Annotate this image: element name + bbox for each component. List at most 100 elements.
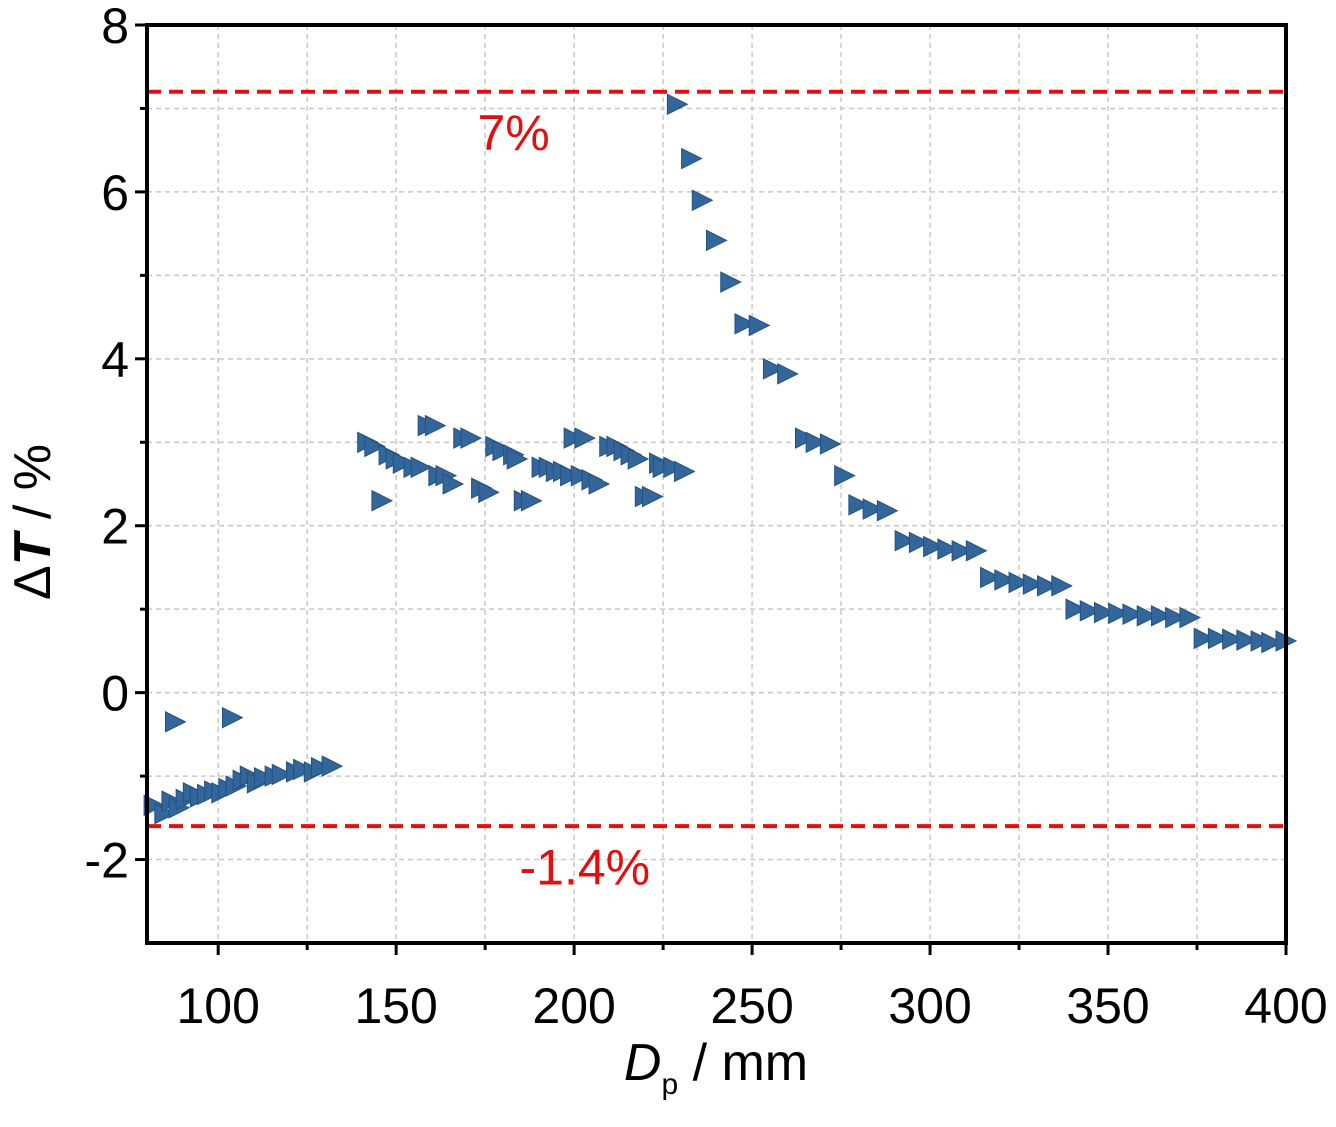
data-point [143, 794, 166, 817]
data-point [1079, 600, 1102, 622]
plot-frame [145, 23, 1288, 945]
data-point [1051, 575, 1073, 597]
data-point [492, 439, 515, 462]
data-point [1222, 628, 1244, 651]
data-point [164, 711, 187, 733]
data-point [1236, 629, 1258, 651]
data-point [819, 433, 842, 455]
y-axis-title: ΔT / % [4, 444, 62, 600]
data-point [1165, 606, 1187, 629]
data-point [720, 271, 742, 293]
data-point [673, 460, 696, 483]
reference-line-label: 7% [477, 105, 549, 161]
data-point [563, 427, 586, 449]
y-tick-label: 4 [101, 332, 129, 388]
y-tick-label: -2 [85, 833, 129, 889]
data-point [1261, 631, 1283, 654]
data-point [691, 189, 714, 212]
data-points [143, 93, 1298, 825]
data-point [908, 531, 931, 554]
data-point [706, 229, 728, 252]
x-axis-title-subscript: p [661, 1068, 678, 1101]
data-point [1250, 630, 1273, 652]
data-point [994, 569, 1016, 591]
axis-ticks [135, 23, 1288, 955]
y-axis-title-delta: Δ [4, 565, 62, 600]
x-tick-label: 150 [354, 978, 437, 1034]
tick-labels: 100 150 200 250 300 350 400 -2 0 2 4 6 8 [85, 0, 1328, 1034]
data-point [1065, 598, 1088, 620]
data-point [834, 464, 856, 487]
data-point [574, 427, 596, 449]
data-point [1193, 627, 1216, 650]
reference-line-label: -1.4% [519, 840, 650, 896]
x-tick-label: 250 [710, 978, 793, 1034]
data-point [980, 566, 1002, 589]
data-point [478, 481, 500, 504]
x-tick-label: 300 [888, 978, 971, 1034]
data-point [364, 435, 386, 458]
y-tick-label: 6 [101, 165, 129, 221]
data-point [1022, 573, 1045, 595]
data-point [627, 448, 650, 470]
y-tick-label: 2 [101, 499, 129, 555]
data-point [652, 456, 675, 479]
data-point [221, 706, 244, 729]
data-point [923, 535, 945, 558]
data-point [876, 499, 899, 522]
data-point [965, 539, 988, 562]
y-tick-label: 8 [101, 0, 129, 54]
data-point [805, 431, 828, 454]
data-point [1093, 601, 1116, 624]
data-point [1136, 605, 1159, 627]
data-point [937, 538, 959, 560]
data-point [570, 464, 593, 487]
data-point [666, 93, 689, 116]
data-point [762, 358, 785, 380]
data-point [310, 756, 333, 779]
x-tick-label: 100 [176, 978, 259, 1034]
data-point [560, 464, 582, 487]
data-point [641, 485, 664, 508]
x-tick-label: 400 [1244, 978, 1327, 1034]
data-point [1150, 605, 1173, 627]
y-axis-title-units: / % [4, 444, 62, 534]
data-point [1179, 606, 1202, 629]
data-point [1207, 627, 1230, 650]
x-axis-title-main: D [624, 1034, 662, 1092]
data-point [663, 456, 685, 479]
y-axis-title-variable: T [4, 529, 62, 565]
data-point [293, 758, 315, 781]
data-point [734, 312, 757, 335]
x-axis-title-units: / mm [678, 1034, 808, 1092]
x-tick-label: 200 [532, 978, 615, 1034]
data-point [392, 452, 415, 474]
data-point [424, 414, 447, 437]
x-tick-label: 350 [1066, 978, 1149, 1034]
data-point [848, 494, 870, 516]
y-tick-label: 0 [101, 666, 129, 722]
data-point [862, 498, 885, 520]
data-point [951, 539, 974, 562]
data-point [681, 147, 703, 170]
data-point [442, 473, 465, 495]
data-point [794, 427, 817, 449]
data-point [777, 363, 799, 385]
grid-lines [147, 25, 1286, 943]
data-point [321, 755, 344, 777]
data-point [588, 473, 611, 495]
data-point [253, 766, 276, 789]
data-point [1108, 602, 1130, 625]
data-point [1037, 575, 1059, 597]
data-point [371, 489, 394, 512]
data-point [271, 763, 294, 786]
data-point [748, 314, 771, 337]
data-point [1122, 603, 1145, 625]
data-point [506, 448, 529, 470]
data-point [1008, 571, 1031, 594]
reference-lines: 7% -1.4% [147, 89, 1286, 896]
x-axis-title: Dp / mm [624, 1034, 808, 1101]
data-point [894, 529, 917, 552]
data-point [410, 456, 433, 479]
